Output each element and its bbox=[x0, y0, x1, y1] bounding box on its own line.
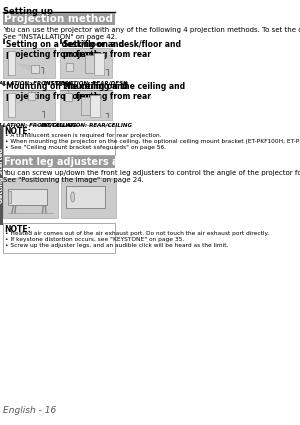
Bar bbox=[94, 53, 104, 75]
Bar bbox=[8, 191, 11, 203]
Bar bbox=[3, 13, 115, 25]
Text: INSTALLATION: FRONT/DESK: INSTALLATION: FRONT/DESK bbox=[0, 80, 73, 85]
Bar bbox=[3, 81, 5, 86]
Text: • If keystone distortion occurs, see "KEYSTONE" on page 35.: • If keystone distortion occurs, see "KE… bbox=[5, 237, 184, 242]
Text: English - 16: English - 16 bbox=[3, 406, 56, 415]
Bar bbox=[90, 95, 100, 117]
Text: You can screw up/down the front leg adjusters to control the angle of the projec: You can screw up/down the front leg adju… bbox=[3, 170, 300, 183]
Text: NOTE:: NOTE: bbox=[4, 225, 31, 234]
Bar bbox=[60, 81, 62, 86]
Bar bbox=[0, 125, 3, 225]
Text: • Screw up the adjuster legs, and an audible click will be heard as the limit.: • Screw up the adjuster legs, and an aud… bbox=[5, 243, 229, 248]
Text: Setting on a desk/floor and
projecting from front: Setting on a desk/floor and projecting f… bbox=[6, 40, 124, 60]
Bar bbox=[3, 48, 55, 78]
Text: INSTALLATION: REAR/DESK: INSTALLATION: REAR/DESK bbox=[44, 80, 128, 85]
Text: Projection method: Projection method bbox=[4, 14, 113, 24]
Bar bbox=[8, 51, 15, 75]
Text: • Heated air comes out of the air exhaust port. Do not touch the air exhaust por: • Heated air comes out of the air exhaus… bbox=[5, 231, 269, 236]
Bar bbox=[8, 93, 15, 117]
Text: Setting up: Setting up bbox=[3, 7, 53, 16]
Text: NOTE:: NOTE: bbox=[4, 127, 31, 136]
Text: You can use the projector with any of the following 4 projection methods. To set: You can use the projector with any of th… bbox=[3, 27, 300, 40]
Polygon shape bbox=[15, 63, 31, 72]
Bar bbox=[8, 189, 47, 205]
Bar bbox=[60, 48, 112, 78]
Bar bbox=[3, 125, 115, 155]
Bar bbox=[65, 93, 72, 101]
Bar bbox=[66, 186, 105, 208]
Bar bbox=[32, 65, 38, 73]
Text: Front leg adjusters and throwing angle: Front leg adjusters and throwing angle bbox=[4, 157, 220, 167]
Bar bbox=[3, 156, 115, 168]
Bar bbox=[3, 39, 5, 44]
Bar bbox=[3, 178, 58, 218]
Polygon shape bbox=[15, 92, 28, 105]
Bar bbox=[28, 92, 35, 100]
Bar bbox=[60, 90, 112, 120]
Text: INSTALLATION: REAR/CEILING: INSTALLATION: REAR/CEILING bbox=[40, 122, 132, 127]
Bar bbox=[81, 97, 90, 115]
Text: • When mounting the projector on the ceiling, the optional ceiling mount bracket: • When mounting the projector on the cei… bbox=[5, 139, 300, 144]
Text: Setting on a desk/floor and
projecting from rear: Setting on a desk/floor and projecting f… bbox=[63, 40, 181, 60]
Bar bbox=[66, 63, 73, 71]
Text: Mounting on the ceiling and
projecting from rear: Mounting on the ceiling and projecting f… bbox=[63, 82, 185, 102]
Text: • A translucent screen is required for rear projection.: • A translucent screen is required for r… bbox=[5, 133, 162, 138]
Bar bbox=[3, 90, 55, 120]
Text: Mounting on the ceiling and
projecting from front: Mounting on the ceiling and projecting f… bbox=[6, 82, 128, 102]
Circle shape bbox=[71, 192, 75, 202]
Text: INSTALLATION: FRONT/CEILING: INSTALLATION: FRONT/CEILING bbox=[0, 122, 77, 127]
Bar bbox=[85, 55, 94, 73]
Bar bbox=[60, 39, 62, 44]
Text: • See "Ceiling mount bracket safeguards" on page 56.: • See "Ceiling mount bracket safeguards"… bbox=[5, 145, 166, 150]
Bar bbox=[3, 223, 115, 253]
Text: Getting Started: Getting Started bbox=[0, 147, 4, 202]
Bar bbox=[61, 178, 116, 218]
